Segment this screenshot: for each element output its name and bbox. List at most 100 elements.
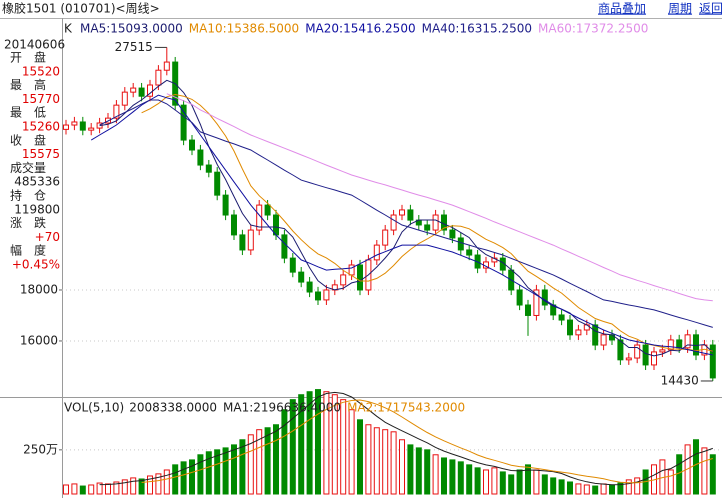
candle-body (575, 329, 582, 336)
candle-body (617, 339, 624, 361)
panel-label: K (64, 22, 73, 36)
volume-bar (491, 467, 498, 495)
toolbar-link[interactable]: 商品叠加 (598, 1, 646, 16)
candle-body (231, 214, 237, 236)
info-value: 15520 (22, 64, 60, 78)
volume-bar (382, 429, 389, 495)
info-value: 15260 (22, 120, 60, 134)
volume-bar (180, 461, 187, 495)
candle-body (298, 271, 305, 283)
volume-bar (197, 454, 204, 495)
info-label: 成交量 (10, 160, 46, 175)
volume-bar (676, 454, 683, 495)
candle-body (323, 289, 330, 301)
candle-body (466, 249, 473, 256)
candle-body (533, 289, 540, 316)
candle-body (567, 319, 573, 336)
ma-line (99, 391, 713, 486)
volume-bar (415, 447, 422, 495)
volume-bar (88, 484, 95, 495)
candle-body (180, 104, 187, 141)
info-value: +70 (35, 230, 60, 244)
volume-bar (583, 484, 590, 495)
candle-body (197, 149, 204, 166)
ma-line (99, 79, 714, 357)
volume-bar (600, 483, 607, 495)
candle-body (592, 324, 599, 346)
y-tick-label: 16000 (20, 333, 58, 347)
volume-bar (567, 481, 573, 495)
candle-body (382, 229, 389, 246)
candle-body (273, 214, 279, 236)
volume-bar (331, 394, 338, 495)
candle-body (121, 91, 128, 106)
volume-bar (667, 469, 674, 495)
volume-bar (147, 475, 153, 495)
volume-bar (483, 469, 489, 495)
volume-bar (113, 481, 120, 495)
candle-body (424, 224, 431, 231)
volume-bar (239, 439, 246, 495)
volume-bar (441, 457, 447, 495)
candle-body (642, 344, 649, 366)
volume-bar (189, 459, 195, 495)
toolbar-link[interactable]: 周期 (668, 2, 692, 16)
candle-body (340, 274, 347, 286)
volume-bar (449, 459, 456, 495)
y-tick-label: 18000 (20, 282, 58, 296)
volume-bar (306, 391, 313, 495)
volume-bar (592, 485, 599, 495)
volume-bar (315, 389, 321, 495)
volume-bar (323, 391, 330, 495)
candle-body (130, 87, 137, 93)
volume-bar (214, 449, 221, 495)
candle-body (407, 209, 414, 221)
volume-bar (457, 461, 464, 495)
toolbar-link[interactable]: 返回 (699, 2, 722, 16)
volume-bar (558, 479, 565, 495)
candle-body (281, 234, 288, 259)
candle-body (205, 164, 212, 173)
candle-body (189, 139, 195, 151)
candle-body (264, 204, 271, 216)
info-value: 15770 (22, 92, 60, 106)
ma-line (99, 99, 713, 328)
candle-body (634, 344, 641, 359)
low-annotation: 14430 (661, 373, 699, 387)
volume-bar (508, 474, 515, 495)
volume-bar (466, 464, 473, 495)
volume-bar (222, 447, 229, 495)
volume-bar (390, 431, 397, 495)
legend-entry: MA5:15093.0000 (80, 22, 183, 36)
info-date: 20140606 (4, 38, 65, 52)
candle-body (558, 314, 565, 321)
volume-bar (357, 419, 363, 495)
volume-bar (247, 434, 254, 495)
candle-body (138, 87, 145, 97)
candle-body (390, 214, 397, 231)
info-value: 15575 (22, 147, 60, 161)
volume-bar (709, 454, 716, 495)
volume-bar (205, 451, 212, 495)
volume-bar (121, 479, 128, 495)
volume-bar (499, 471, 506, 495)
legend-entry: MA60:17372.2500 (538, 22, 648, 36)
volume-bar (348, 409, 355, 495)
volume-bar (138, 478, 145, 495)
volume-title: VOL(5,10) (64, 401, 124, 415)
candle-body (399, 209, 405, 216)
candle-body (625, 357, 632, 361)
volume-bar (609, 484, 615, 495)
candle-body (651, 351, 657, 366)
ma-line (141, 399, 713, 484)
volume-bar (273, 424, 279, 495)
candle-body (315, 291, 321, 301)
volume-bar (256, 429, 263, 495)
candle-body (432, 214, 439, 231)
volume-bar (373, 427, 380, 495)
legend-entry: MA20:15416.2500 (305, 22, 415, 36)
volume-bar (693, 439, 699, 495)
volume-bar (298, 394, 305, 495)
volume-value: 2008338.0000 (129, 401, 217, 415)
